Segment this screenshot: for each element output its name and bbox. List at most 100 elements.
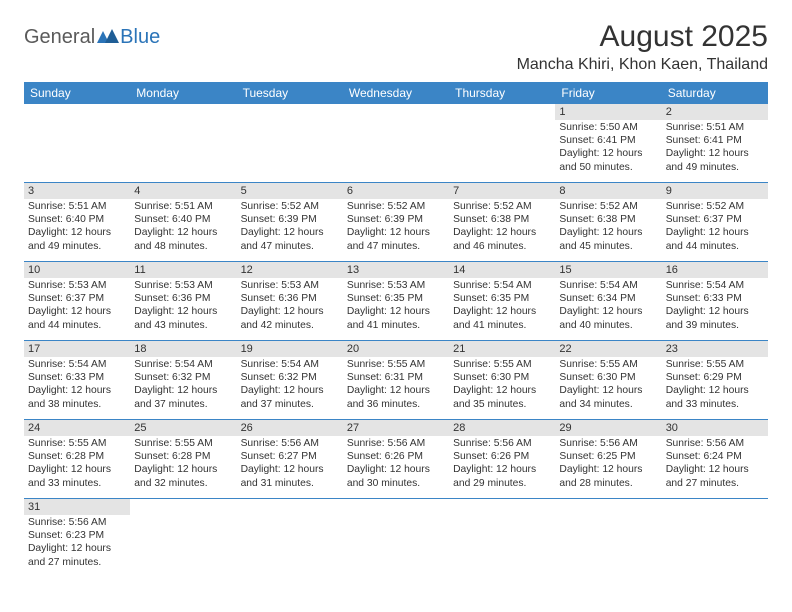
calendar-day-cell: 17Sunrise: 5:54 AMSunset: 6:33 PMDayligh…: [24, 341, 130, 420]
calendar-day-cell: 9Sunrise: 5:52 AMSunset: 6:37 PMDaylight…: [662, 183, 768, 262]
calendar-empty-cell: [662, 499, 768, 578]
calendar-day-cell: 18Sunrise: 5:54 AMSunset: 6:32 PMDayligh…: [130, 341, 236, 420]
day-details: Sunrise: 5:51 AMSunset: 6:40 PMDaylight:…: [130, 199, 236, 256]
calendar-empty-cell: [237, 499, 343, 578]
calendar-header-row: SundayMondayTuesdayWednesdayThursdayFrid…: [24, 82, 768, 104]
calendar-week-row: 24Sunrise: 5:55 AMSunset: 6:28 PMDayligh…: [24, 420, 768, 499]
calendar-day-cell: 30Sunrise: 5:56 AMSunset: 6:24 PMDayligh…: [662, 420, 768, 499]
day-number: 20: [343, 341, 449, 357]
calendar-day-cell: 19Sunrise: 5:54 AMSunset: 6:32 PMDayligh…: [237, 341, 343, 420]
calendar-day-cell: 8Sunrise: 5:52 AMSunset: 6:38 PMDaylight…: [555, 183, 661, 262]
calendar-day-cell: 12Sunrise: 5:53 AMSunset: 6:36 PMDayligh…: [237, 262, 343, 341]
day-details: Sunrise: 5:54 AMSunset: 6:32 PMDaylight:…: [237, 357, 343, 414]
header: General Blue August 2025 Mancha Khiri, K…: [24, 20, 768, 74]
calendar-empty-cell: [449, 499, 555, 578]
weekday-header: Tuesday: [237, 82, 343, 104]
day-details: Sunrise: 5:56 AMSunset: 6:25 PMDaylight:…: [555, 436, 661, 493]
day-number: 8: [555, 183, 661, 199]
calendar-day-cell: 13Sunrise: 5:53 AMSunset: 6:35 PMDayligh…: [343, 262, 449, 341]
day-details: Sunrise: 5:51 AMSunset: 6:40 PMDaylight:…: [24, 199, 130, 256]
calendar-empty-cell: [130, 499, 236, 578]
weekday-header: Friday: [555, 82, 661, 104]
calendar-week-row: 1Sunrise: 5:50 AMSunset: 6:41 PMDaylight…: [24, 104, 768, 183]
day-number: 27: [343, 420, 449, 436]
day-number: 13: [343, 262, 449, 278]
day-details: Sunrise: 5:50 AMSunset: 6:41 PMDaylight:…: [555, 120, 661, 177]
calendar-week-row: 31Sunrise: 5:56 AMSunset: 6:23 PMDayligh…: [24, 499, 768, 578]
day-details: Sunrise: 5:55 AMSunset: 6:29 PMDaylight:…: [662, 357, 768, 414]
calendar-empty-cell: [449, 104, 555, 183]
day-number: 16: [662, 262, 768, 278]
logo-text-blue: Blue: [120, 26, 160, 49]
day-number: 12: [237, 262, 343, 278]
calendar-day-cell: 5Sunrise: 5:52 AMSunset: 6:39 PMDaylight…: [237, 183, 343, 262]
day-details: Sunrise: 5:55 AMSunset: 6:28 PMDaylight:…: [130, 436, 236, 493]
weekday-header: Monday: [130, 82, 236, 104]
weekday-header: Sunday: [24, 82, 130, 104]
day-number: 25: [130, 420, 236, 436]
calendar-day-cell: 7Sunrise: 5:52 AMSunset: 6:38 PMDaylight…: [449, 183, 555, 262]
day-details: Sunrise: 5:51 AMSunset: 6:41 PMDaylight:…: [662, 120, 768, 177]
day-number: 29: [555, 420, 661, 436]
calendar-day-cell: 31Sunrise: 5:56 AMSunset: 6:23 PMDayligh…: [24, 499, 130, 578]
day-details: Sunrise: 5:54 AMSunset: 6:33 PMDaylight:…: [24, 357, 130, 414]
day-details: Sunrise: 5:52 AMSunset: 6:38 PMDaylight:…: [449, 199, 555, 256]
day-number: 1: [555, 104, 661, 120]
calendar-day-cell: 2Sunrise: 5:51 AMSunset: 6:41 PMDaylight…: [662, 104, 768, 183]
weekday-header: Wednesday: [343, 82, 449, 104]
calendar-body: 1Sunrise: 5:50 AMSunset: 6:41 PMDaylight…: [24, 104, 768, 577]
day-details: Sunrise: 5:52 AMSunset: 6:37 PMDaylight:…: [662, 199, 768, 256]
calendar-day-cell: 25Sunrise: 5:55 AMSunset: 6:28 PMDayligh…: [130, 420, 236, 499]
calendar-week-row: 17Sunrise: 5:54 AMSunset: 6:33 PMDayligh…: [24, 341, 768, 420]
month-title: August 2025: [517, 20, 768, 54]
calendar-table: SundayMondayTuesdayWednesdayThursdayFrid…: [24, 82, 768, 577]
day-number: 15: [555, 262, 661, 278]
calendar-empty-cell: [343, 104, 449, 183]
day-details: Sunrise: 5:53 AMSunset: 6:37 PMDaylight:…: [24, 278, 130, 335]
day-number: 19: [237, 341, 343, 357]
calendar-day-cell: 15Sunrise: 5:54 AMSunset: 6:34 PMDayligh…: [555, 262, 661, 341]
day-number: 4: [130, 183, 236, 199]
day-details: Sunrise: 5:53 AMSunset: 6:35 PMDaylight:…: [343, 278, 449, 335]
day-number: 6: [343, 183, 449, 199]
day-number: 14: [449, 262, 555, 278]
calendar-empty-cell: [343, 499, 449, 578]
day-details: Sunrise: 5:55 AMSunset: 6:30 PMDaylight:…: [449, 357, 555, 414]
calendar-day-cell: 27Sunrise: 5:56 AMSunset: 6:26 PMDayligh…: [343, 420, 449, 499]
calendar-week-row: 3Sunrise: 5:51 AMSunset: 6:40 PMDaylight…: [24, 183, 768, 262]
weekday-header: Thursday: [449, 82, 555, 104]
weekday-header: Saturday: [662, 82, 768, 104]
day-details: Sunrise: 5:54 AMSunset: 6:35 PMDaylight:…: [449, 278, 555, 335]
calendar-day-cell: 11Sunrise: 5:53 AMSunset: 6:36 PMDayligh…: [130, 262, 236, 341]
calendar-day-cell: 22Sunrise: 5:55 AMSunset: 6:30 PMDayligh…: [555, 341, 661, 420]
calendar-day-cell: 1Sunrise: 5:50 AMSunset: 6:41 PMDaylight…: [555, 104, 661, 183]
day-number: 10: [24, 262, 130, 278]
day-details: Sunrise: 5:54 AMSunset: 6:34 PMDaylight:…: [555, 278, 661, 335]
calendar-day-cell: 16Sunrise: 5:54 AMSunset: 6:33 PMDayligh…: [662, 262, 768, 341]
calendar-day-cell: 14Sunrise: 5:54 AMSunset: 6:35 PMDayligh…: [449, 262, 555, 341]
calendar-day-cell: 3Sunrise: 5:51 AMSunset: 6:40 PMDaylight…: [24, 183, 130, 262]
calendar-day-cell: 20Sunrise: 5:55 AMSunset: 6:31 PMDayligh…: [343, 341, 449, 420]
day-number: 7: [449, 183, 555, 199]
calendar-empty-cell: [555, 499, 661, 578]
day-details: Sunrise: 5:55 AMSunset: 6:30 PMDaylight:…: [555, 357, 661, 414]
logo: General Blue: [24, 26, 160, 49]
calendar-day-cell: 21Sunrise: 5:55 AMSunset: 6:30 PMDayligh…: [449, 341, 555, 420]
day-details: Sunrise: 5:55 AMSunset: 6:28 PMDaylight:…: [24, 436, 130, 493]
title-block: August 2025 Mancha Khiri, Khon Kaen, Tha…: [517, 20, 768, 74]
calendar-day-cell: 10Sunrise: 5:53 AMSunset: 6:37 PMDayligh…: [24, 262, 130, 341]
calendar-empty-cell: [24, 104, 130, 183]
calendar-day-cell: 6Sunrise: 5:52 AMSunset: 6:39 PMDaylight…: [343, 183, 449, 262]
location-subtitle: Mancha Khiri, Khon Kaen, Thailand: [517, 56, 768, 74]
day-number: 3: [24, 183, 130, 199]
day-details: Sunrise: 5:55 AMSunset: 6:31 PMDaylight:…: [343, 357, 449, 414]
day-details: Sunrise: 5:56 AMSunset: 6:26 PMDaylight:…: [343, 436, 449, 493]
day-number: 17: [24, 341, 130, 357]
calendar-empty-cell: [237, 104, 343, 183]
day-number: 5: [237, 183, 343, 199]
day-details: Sunrise: 5:56 AMSunset: 6:26 PMDaylight:…: [449, 436, 555, 493]
logo-flag-icon: [97, 29, 119, 43]
day-number: 22: [555, 341, 661, 357]
calendar-day-cell: 29Sunrise: 5:56 AMSunset: 6:25 PMDayligh…: [555, 420, 661, 499]
day-details: Sunrise: 5:56 AMSunset: 6:23 PMDaylight:…: [24, 515, 130, 572]
